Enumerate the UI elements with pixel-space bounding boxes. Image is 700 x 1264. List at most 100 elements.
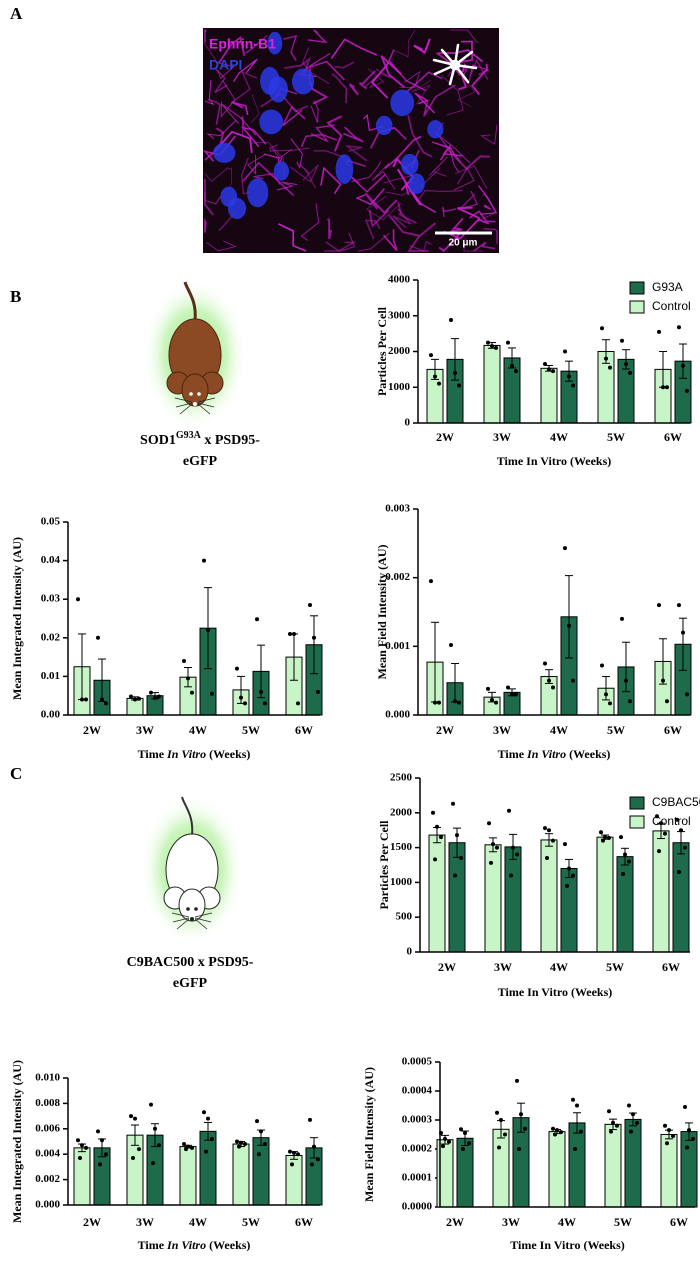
data-point — [296, 701, 300, 706]
texture — [206, 240, 237, 252]
texture — [204, 167, 232, 182]
data-point — [506, 685, 510, 690]
y-tick-label: 1500 — [390, 841, 413, 853]
texture — [269, 146, 310, 152]
nucleus — [291, 68, 315, 95]
data-point — [543, 661, 547, 666]
label-superscript: G93A — [176, 430, 202, 441]
data-point — [635, 1120, 639, 1125]
nucleus — [267, 31, 283, 55]
data-point — [235, 1139, 239, 1144]
data-point — [259, 1129, 263, 1134]
error-bar — [679, 617, 687, 671]
x-axis-label: Time In Vitro (Weeks) — [138, 747, 251, 761]
texture — [380, 55, 406, 89]
data-point — [441, 1144, 445, 1149]
x-axis-label-part: Time In Vitro (Weeks) — [510, 1238, 625, 1252]
data-point — [104, 1152, 108, 1157]
data-point — [620, 616, 624, 621]
data-point — [206, 1116, 210, 1121]
data-point — [600, 663, 604, 668]
data-point — [259, 689, 263, 694]
data-point — [316, 1157, 320, 1162]
texture — [432, 141, 461, 163]
data-point — [607, 835, 611, 840]
texture — [458, 63, 468, 91]
data-point — [604, 692, 608, 697]
texture — [310, 124, 335, 143]
data-point — [308, 602, 312, 607]
data-point — [129, 694, 133, 699]
data-point — [149, 690, 153, 695]
bar — [548, 1131, 566, 1208]
data-point — [486, 686, 490, 691]
bar — [428, 834, 446, 953]
data-point — [255, 617, 259, 622]
data-point — [687, 1128, 691, 1133]
x-tick-label: 6W — [295, 723, 313, 737]
texture — [364, 68, 392, 88]
data-point — [433, 857, 437, 862]
data-point — [486, 340, 490, 345]
data-point — [495, 845, 499, 850]
data-point — [96, 1129, 100, 1134]
data-point — [84, 1145, 88, 1150]
error-bar — [257, 644, 265, 699]
data-point — [547, 678, 551, 683]
data-point — [463, 1131, 467, 1136]
y-tick-label: 0.00 — [41, 709, 61, 721]
data-point — [551, 838, 555, 843]
channel-label: Ephrin-B1 — [209, 36, 276, 52]
texture — [382, 229, 398, 252]
data-point — [290, 1162, 294, 1167]
y-tick-label: 2000 — [388, 345, 411, 357]
texture — [299, 163, 316, 189]
data-point — [671, 1133, 675, 1138]
data-point — [507, 808, 511, 813]
chart: 0.000 0.001 0.002 0.003 2W 3W 4W 5W 6W Mean Field… — [375, 503, 692, 761]
x-tick-label: 5W — [606, 960, 624, 974]
bar — [252, 1137, 270, 1206]
data-point — [453, 370, 457, 375]
data-point — [316, 689, 320, 694]
data-point — [437, 381, 441, 386]
scale-bar-label: 20 μm — [449, 238, 478, 249]
x-tick-label: 5W — [614, 1215, 632, 1229]
error-bar — [131, 1124, 139, 1146]
y-tick-label: 0.0002 — [402, 1143, 433, 1155]
data-point — [545, 856, 549, 861]
nucleus — [259, 109, 284, 135]
data-point — [312, 1144, 316, 1149]
texture — [404, 182, 437, 213]
data-point — [137, 696, 141, 701]
data-point — [517, 1147, 521, 1151]
y-tick-label: 1000 — [390, 876, 413, 888]
data-point — [186, 676, 190, 681]
data-point — [255, 1119, 259, 1124]
x-tick-label: 3W — [136, 723, 154, 737]
data-point — [624, 362, 628, 367]
texture — [442, 206, 457, 218]
texture — [344, 145, 368, 162]
nucleus — [213, 142, 236, 163]
data-point — [243, 701, 247, 706]
texture — [367, 68, 385, 88]
data-point — [571, 678, 575, 683]
texture — [206, 120, 236, 140]
data-point — [579, 1129, 583, 1134]
data-point — [551, 369, 555, 374]
y-tick-label: 0 — [405, 417, 411, 429]
data-point — [677, 869, 681, 874]
data-point — [657, 849, 661, 854]
data-point — [288, 1149, 292, 1154]
nucleus — [427, 120, 444, 139]
texture — [371, 163, 396, 190]
texture — [240, 126, 267, 148]
data-point — [239, 1140, 243, 1145]
x-tick-label: 4W — [189, 1215, 207, 1229]
data-point — [510, 363, 514, 368]
data-point — [565, 883, 569, 888]
mouse-illustration — [143, 280, 247, 430]
data-point — [677, 603, 681, 608]
texture — [404, 71, 443, 94]
